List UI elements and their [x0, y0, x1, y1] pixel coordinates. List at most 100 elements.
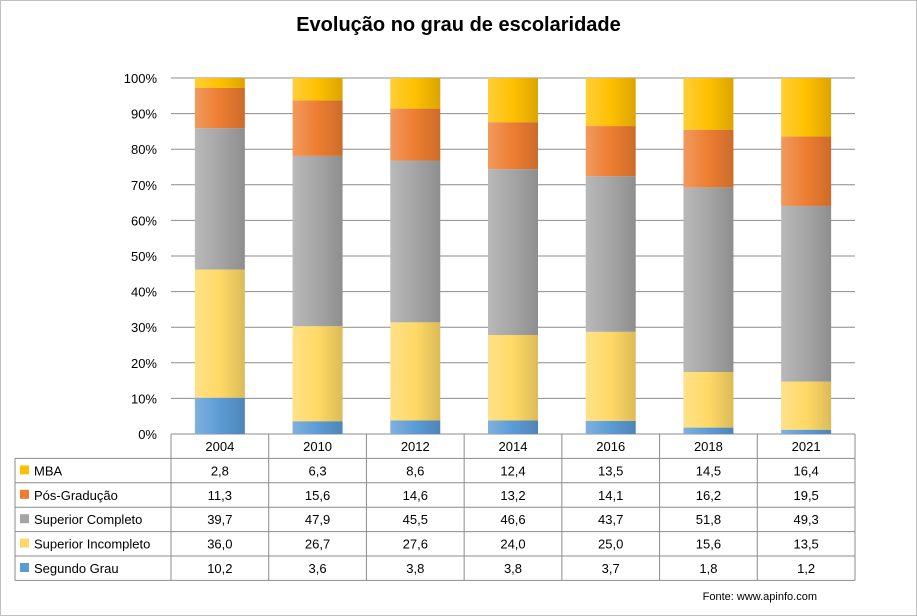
bar-segment: [488, 420, 538, 434]
bar-segment: [292, 421, 343, 434]
bar-segment: [390, 420, 441, 434]
legend-entry: MBA: [34, 463, 63, 478]
data-label: 10,2: [207, 561, 232, 576]
legend-entry: Superior Completo: [34, 512, 142, 527]
legend-key: [20, 465, 29, 475]
legend-key: [20, 489, 29, 499]
bar-segment: [781, 381, 832, 430]
bar-segment: [488, 335, 538, 421]
data-label: 12,4: [500, 463, 525, 478]
bar-segment: [781, 429, 832, 434]
bar-segment: [292, 100, 343, 156]
data-label: 3,6: [309, 561, 327, 576]
y-tick-label: 50%: [131, 249, 157, 264]
bar-segment: [781, 78, 832, 137]
x-tick-label: 2004: [205, 439, 234, 454]
bar-segment: [488, 122, 538, 170]
data-label: 16,2: [696, 488, 721, 503]
bar-segment: [488, 78, 538, 123]
x-tick-label: 2012: [401, 439, 430, 454]
data-label: 51,8: [696, 512, 721, 527]
bar-segment: [194, 269, 245, 398]
bar-segment: [390, 322, 441, 421]
bar-segment: [683, 129, 734, 188]
bar-segment: [683, 427, 734, 434]
data-label: 6,3: [309, 463, 327, 478]
data-label: 24,0: [500, 537, 525, 552]
data-label: 11,3: [208, 488, 232, 503]
x-tick-label: 2010: [303, 439, 332, 454]
bar-segment: [194, 128, 245, 270]
data-label: 43,7: [598, 512, 623, 527]
y-tick-label: 90%: [131, 107, 157, 122]
data-label: 8,6: [406, 463, 424, 478]
data-label: 14,5: [696, 463, 721, 478]
bar-segment: [194, 78, 245, 88]
data-label: 13,5: [598, 463, 623, 478]
data-label: 26,7: [305, 537, 330, 552]
data-label: 1,8: [699, 561, 717, 576]
data-label: 3,8: [504, 561, 522, 576]
legend-entry: Pós-Gradução: [34, 488, 118, 503]
data-label: 19,5: [793, 488, 818, 503]
data-label: 16,4: [793, 463, 818, 478]
y-tick-label: 80%: [131, 142, 157, 157]
y-tick-label: 100%: [124, 71, 158, 86]
bar-segment: [488, 169, 538, 336]
bar-segment: [194, 397, 245, 434]
y-tick-label: 20%: [131, 356, 157, 371]
source-note: Fonte: www.apinfo.com: [702, 591, 817, 603]
bar-segment: [781, 136, 832, 206]
legend-key: [20, 563, 29, 572]
data-label: 39,7: [207, 512, 232, 527]
chart-title: Evolução no grau de escolaridade: [296, 14, 621, 36]
y-tick-label: 0%: [138, 427, 157, 442]
bar-segment: [683, 187, 734, 372]
bar-segment: [390, 160, 441, 323]
x-tick-label: 2014: [499, 439, 528, 454]
data-label: 46,6: [500, 512, 525, 527]
legend-key: [20, 538, 29, 548]
bar-segment: [683, 78, 734, 130]
data-label: 3,7: [602, 561, 620, 576]
bar-segment: [194, 87, 245, 129]
bar-segment: [585, 176, 636, 332]
y-tick-label: 40%: [131, 285, 157, 300]
data-label: 15,6: [696, 537, 721, 552]
y-tick-label: 60%: [131, 213, 157, 228]
y-tick-label: 30%: [131, 320, 157, 335]
y-tick-label: 70%: [131, 178, 157, 193]
data-label: 2,8: [211, 463, 229, 478]
bar-segment: [585, 331, 636, 421]
x-tick-label: 2018: [694, 439, 723, 454]
bar-segment: [390, 78, 441, 109]
x-tick-label: 2016: [596, 439, 625, 454]
bar-segment: [292, 326, 343, 422]
data-label: 47,9: [305, 512, 330, 527]
data-label: 1,2: [797, 561, 815, 576]
data-label: 49,3: [793, 512, 818, 527]
bar-segment: [683, 371, 734, 428]
data-label: 13,2: [500, 488, 525, 503]
legend-entry: Segundo Grau: [34, 561, 119, 576]
legend-entry: Superior Incompleto: [34, 537, 150, 552]
bar-segment: [585, 126, 636, 177]
x-tick-label: 2021: [792, 439, 821, 454]
bar-segment: [292, 78, 343, 101]
data-label: 45,5: [403, 512, 428, 527]
bar-segment: [585, 420, 636, 434]
data-label: 14,1: [598, 488, 623, 503]
legend-key: [20, 514, 29, 524]
bar-segment: [292, 155, 343, 327]
data-label: 36,0: [207, 537, 232, 552]
bar-segment: [781, 205, 832, 382]
data-label: 15,6: [305, 488, 330, 503]
bar-segment: [585, 78, 636, 127]
data-label: 25,0: [598, 537, 623, 552]
data-label: 14,6: [403, 488, 428, 503]
data-label: 3,8: [406, 561, 424, 576]
y-tick-label: 10%: [131, 391, 157, 406]
data-label: 13,5: [793, 537, 818, 552]
